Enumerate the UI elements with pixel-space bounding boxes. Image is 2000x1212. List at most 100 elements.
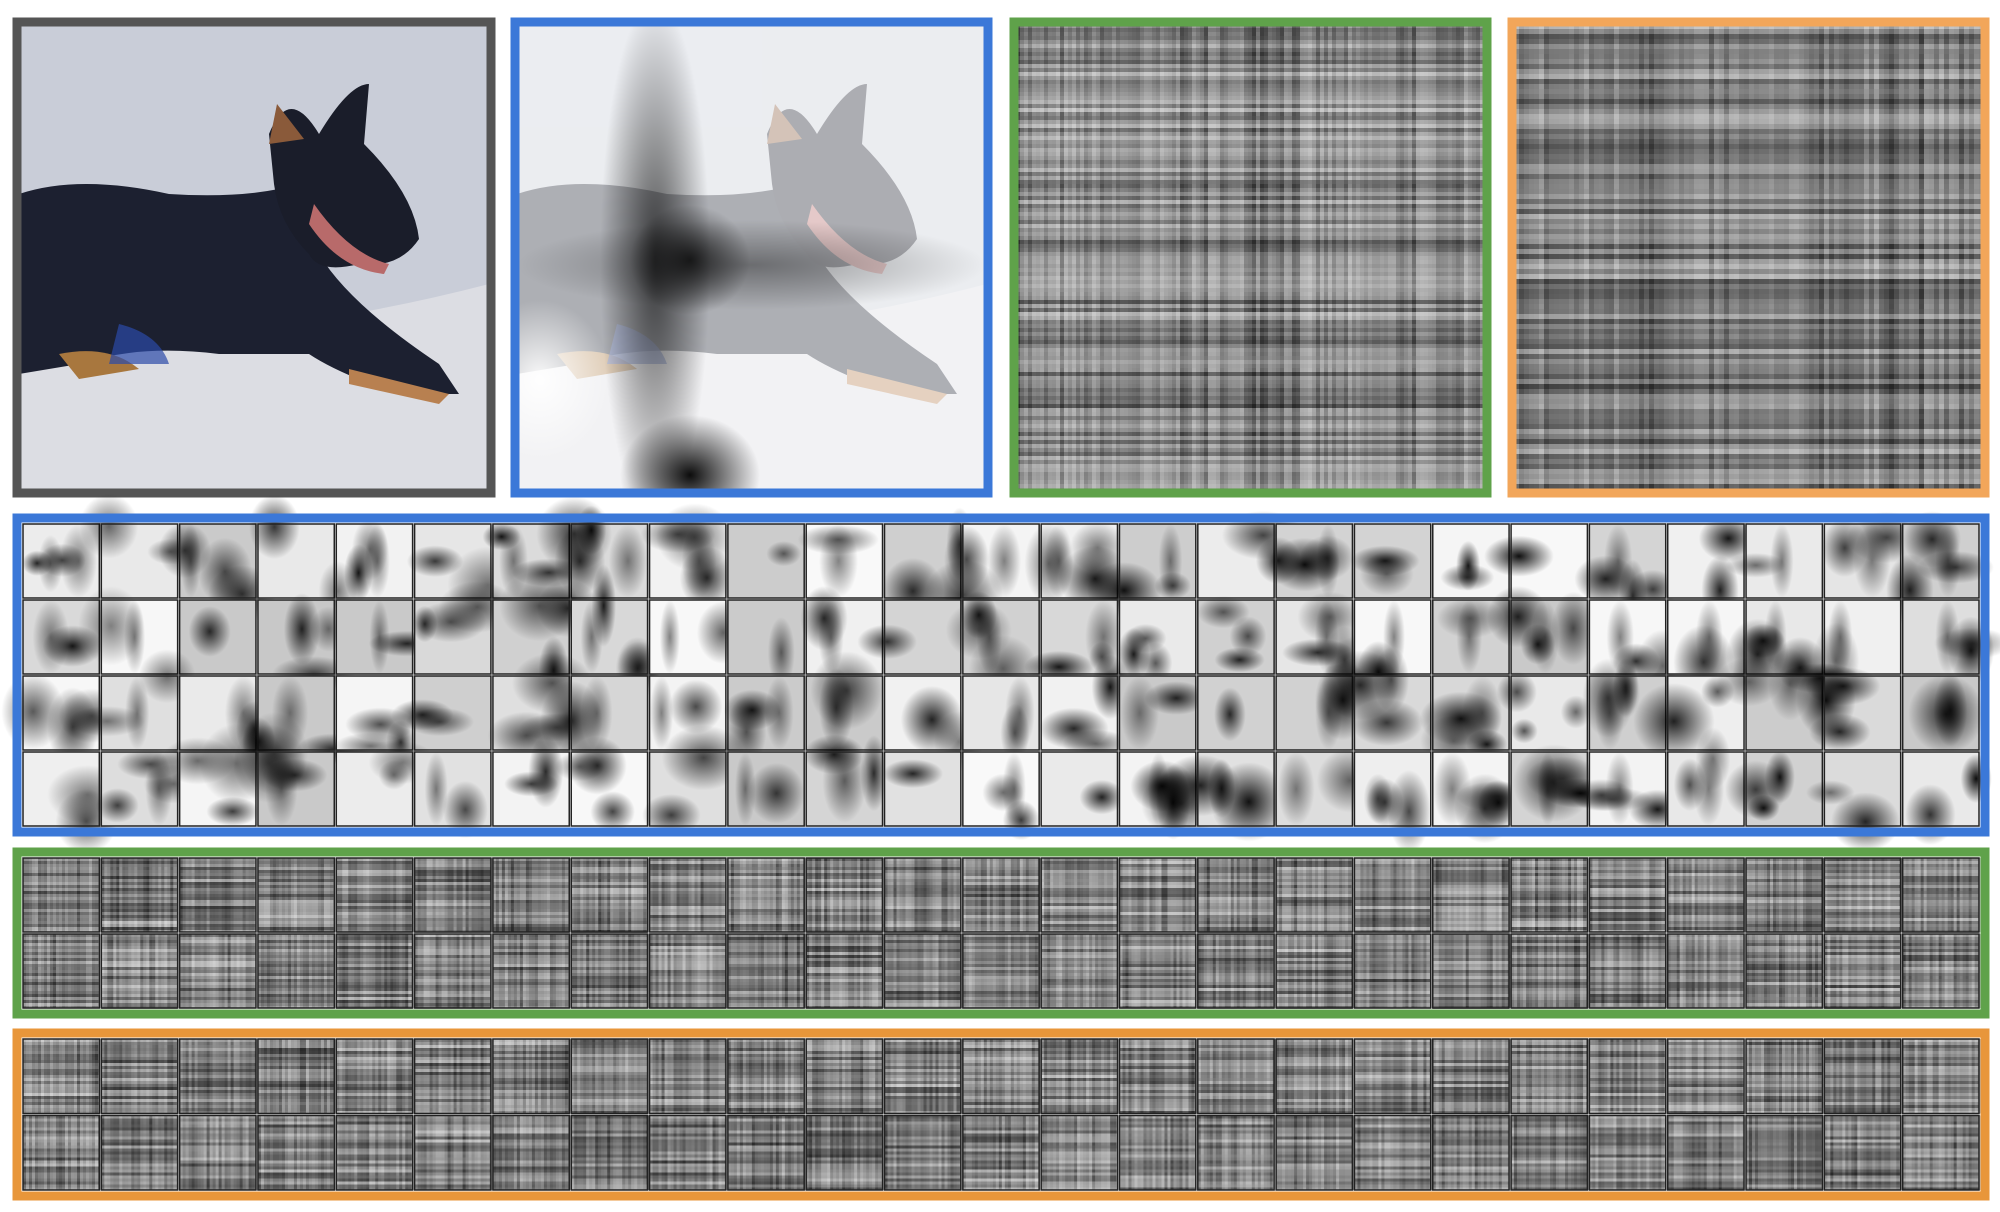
h-stripe [1746, 955, 1823, 958]
v-stripe [1511, 858, 1515, 932]
v-stripe [1083, 934, 1087, 1008]
h-stripe [571, 964, 648, 967]
v-stripe [751, 858, 755, 932]
h-stripe [1589, 1054, 1666, 1057]
v-stripe [227, 934, 231, 1008]
v-stripe [1363, 934, 1367, 1008]
h-stripe [571, 991, 648, 994]
h-stripe [1432, 891, 1510, 894]
h-stripe [1041, 876, 1118, 879]
tile [1118, 857, 1198, 933]
h-stripe [1119, 897, 1196, 900]
v-stripe [598, 858, 602, 932]
v-stripe [1746, 934, 1750, 1008]
h-stripe [571, 918, 648, 921]
v-stripe [507, 1039, 511, 1114]
h-stripe [1746, 1108, 1823, 1111]
h-stripe [179, 955, 256, 958]
h-stripe [179, 906, 256, 909]
v-stripe [1655, 934, 1659, 1008]
h-stripe [492, 970, 570, 973]
v-stripe [1854, 24, 1859, 491]
v-stripe [1423, 934, 1427, 1008]
v-stripe [1866, 934, 1870, 1008]
v-stripe [1511, 934, 1515, 1008]
h-stripe [1746, 934, 1823, 937]
h-stripe [806, 1000, 883, 1003]
v-stripe [1387, 858, 1391, 932]
h-stripe [492, 888, 570, 891]
h-stripe [1432, 1105, 1510, 1108]
v-stripe [1959, 934, 1963, 1008]
h-stripe [962, 1054, 1040, 1057]
tile-frame [1432, 675, 1510, 751]
v-stripe [1107, 934, 1111, 1008]
tile-frame [1197, 857, 1275, 933]
h-stripe [1016, 104, 1485, 108]
h-stripe [179, 982, 256, 985]
tile-bg [1119, 934, 1196, 1008]
h-stripe [571, 934, 648, 937]
v-stripe [80, 1039, 83, 1114]
v-stripe [1919, 24, 1924, 491]
h-stripe [806, 1096, 883, 1099]
v-stripe [1459, 1039, 1463, 1114]
h-stripe [414, 988, 491, 991]
v-stripe [1327, 1039, 1331, 1114]
h-stripe [1514, 349, 1983, 354]
tile-frame [1118, 857, 1197, 933]
h-stripe [727, 949, 805, 952]
h-stripe [649, 927, 726, 930]
v-stripe [1438, 858, 1442, 932]
v-stripe [101, 858, 105, 932]
v-stripe [128, 858, 132, 932]
dark-band [1935, 524, 1961, 598]
h-stripe [257, 946, 335, 949]
tile-frame [805, 1038, 884, 1115]
h-stripe [23, 1099, 100, 1102]
h-stripe [492, 961, 570, 964]
v-stripe [998, 858, 1002, 932]
tile-bg [1667, 934, 1745, 1008]
h-stripe [492, 879, 570, 882]
v-stripe [1257, 1039, 1261, 1114]
dark-blob [1440, 563, 1495, 591]
h-stripe [414, 970, 491, 973]
h-stripe [727, 1093, 805, 1096]
v-stripe [1185, 858, 1189, 932]
dark-blob [669, 679, 723, 734]
v-stripe [824, 858, 828, 932]
h-stripe [1276, 903, 1353, 906]
h-stripe [257, 915, 335, 918]
h-stripe [1667, 1060, 1745, 1063]
v-stripe [1197, 934, 1201, 1008]
v-stripe [809, 1039, 813, 1114]
h-stripe [1902, 976, 1979, 979]
v-stripe [1212, 24, 1216, 491]
h-stripe [1514, 394, 1983, 399]
h-stripe [1041, 1084, 1118, 1087]
v-stripe [580, 1039, 584, 1114]
h-stripe [1016, 320, 1485, 324]
h-stripe [884, 1075, 961, 1078]
h-stripe [1119, 970, 1196, 973]
v-stripe [610, 934, 614, 1008]
h-stripe [1197, 909, 1275, 912]
v-stripe [1098, 1039, 1102, 1114]
h-stripe [1589, 873, 1666, 876]
v-stripe [1764, 858, 1768, 932]
h-stripe [257, 1102, 335, 1105]
v-stripe [986, 934, 990, 1008]
v-stripe [1025, 934, 1029, 1008]
v-stripe [1155, 934, 1159, 1008]
v-stripe [1053, 934, 1057, 1008]
h-stripe [257, 861, 335, 864]
h-stripe [1041, 1003, 1118, 1006]
v-stripe [1360, 1039, 1364, 1114]
h-stripe [727, 1060, 805, 1063]
h-stripe [1016, 364, 1485, 368]
h-stripe [23, 964, 100, 967]
h-stripe [1354, 873, 1431, 876]
v-stripe [1658, 934, 1662, 1008]
v-stripe [1932, 858, 1936, 932]
